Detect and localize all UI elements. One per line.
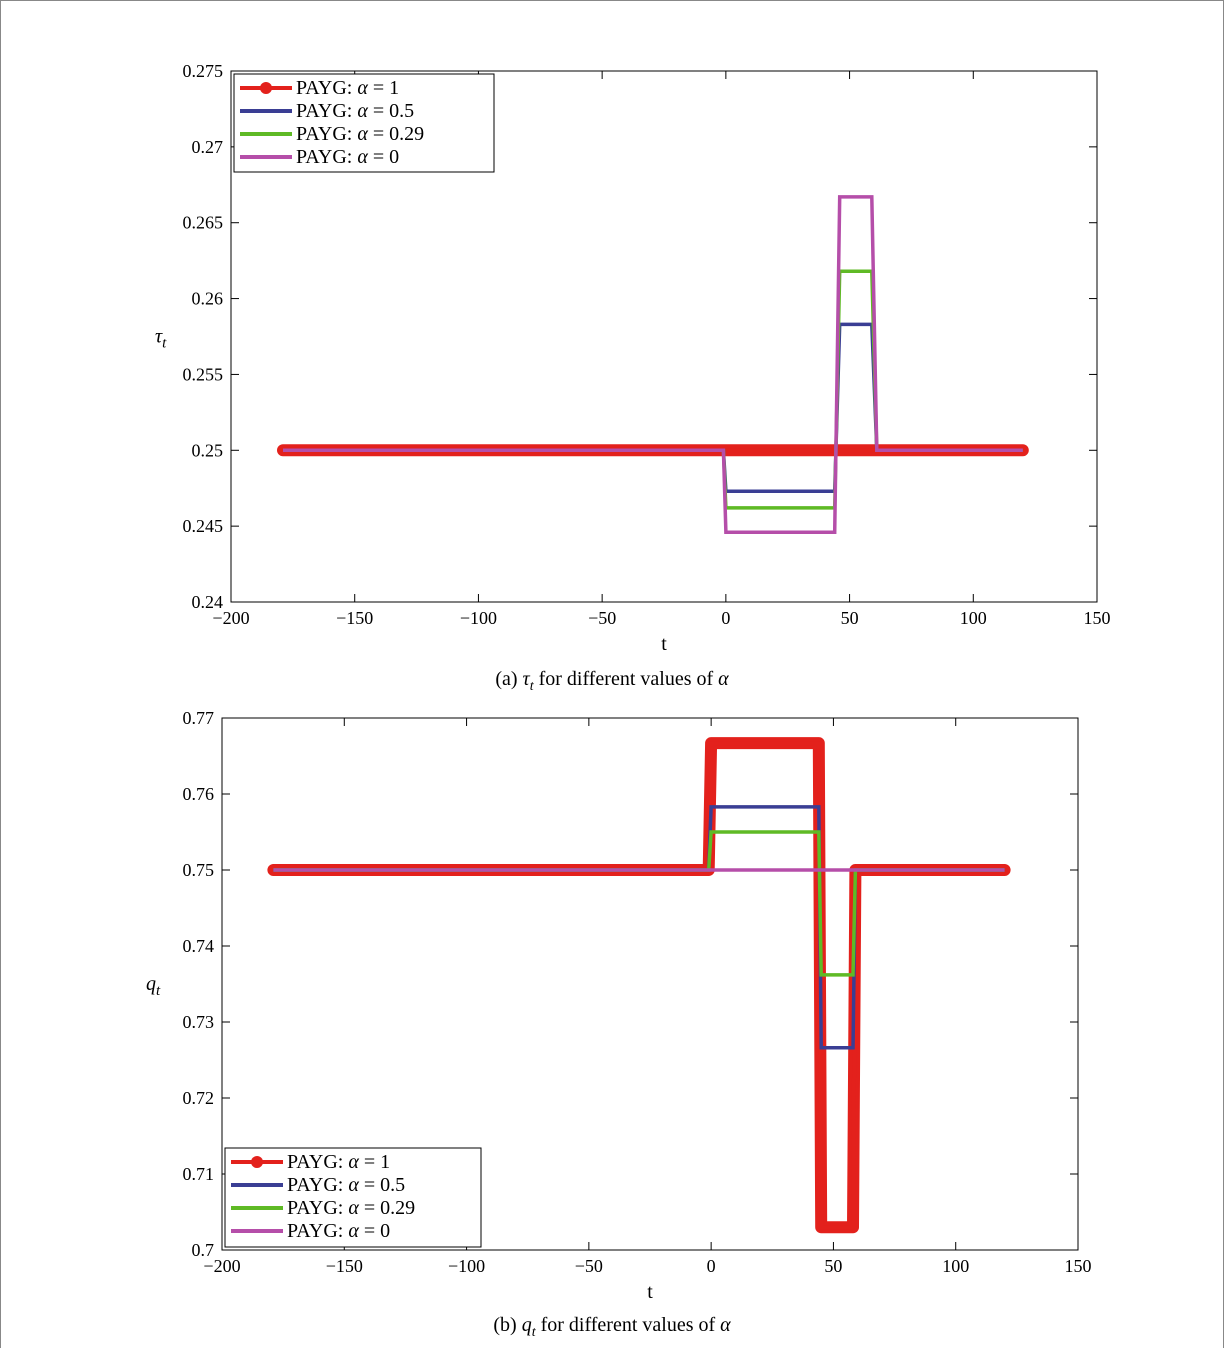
legend-label: PAYG: α = 0.29	[287, 1197, 415, 1219]
x-tick-label: −50	[588, 608, 616, 628]
y-tick-label: 0.26	[192, 289, 224, 309]
x-tick-label: −100	[448, 1256, 485, 1276]
x-tick-label: 50	[841, 608, 859, 628]
legend-label: PAYG: α = 1	[296, 77, 399, 99]
y-tick-label: 0.245	[183, 516, 224, 536]
y-tick-label: 0.275	[183, 61, 224, 81]
legend-label: PAYG: α = 0	[296, 146, 399, 168]
y-tick-label: 0.265	[183, 213, 224, 233]
y-tick-label: 0.25	[192, 440, 224, 460]
legend-label: PAYG: α = 0.5	[287, 1174, 405, 1196]
x-tick-label: 0	[721, 608, 730, 628]
legend-label: PAYG: α = 0.29	[296, 123, 424, 145]
series-line	[283, 195, 1023, 534]
series-line	[273, 830, 1005, 977]
x-tick-label: 50	[824, 1256, 842, 1276]
x-tick-label: 100	[942, 1256, 969, 1276]
x-tick-label: −100	[460, 608, 497, 628]
x-tick-label: −50	[575, 1256, 603, 1276]
x-axis-label: t	[647, 1281, 653, 1303]
y-tick-label: 0.27	[192, 137, 224, 157]
x-tick-label: 0	[707, 1256, 716, 1276]
legend-label: PAYG: α = 1	[287, 1151, 390, 1173]
y-tick-label: 0.77	[183, 708, 215, 728]
legend-label: PAYG: α = 0.5	[296, 100, 414, 122]
y-tick-label: 0.72	[183, 1088, 215, 1108]
x-tick-label: −150	[326, 1256, 363, 1276]
legend-marker	[251, 1156, 263, 1168]
y-tick-label: 0.71	[183, 1164, 215, 1184]
y-axis-label: qt	[146, 973, 161, 999]
y-tick-label: 0.24	[192, 592, 224, 612]
x-axis-label: t	[661, 633, 667, 655]
x-tick-label: −200	[212, 608, 249, 628]
caption-b: (b) qt for different values of α	[493, 1314, 731, 1340]
y-axis-label: τt	[155, 326, 167, 352]
x-tick-label: 150	[1065, 1256, 1092, 1276]
x-tick-label: −150	[336, 608, 373, 628]
legend-label: PAYG: α = 0	[287, 1220, 390, 1242]
x-tick-label: −200	[203, 1256, 240, 1276]
y-tick-label: 0.73	[183, 1012, 215, 1032]
y-tick-label: 0.74	[183, 936, 215, 956]
legend-marker	[260, 82, 272, 94]
caption-a: (a) τt for different values of α	[495, 668, 729, 694]
y-tick-label: 0.76	[183, 784, 215, 804]
x-tick-label: 100	[960, 608, 987, 628]
y-tick-label: 0.75	[183, 860, 215, 880]
x-tick-label: 150	[1084, 608, 1111, 628]
y-tick-label: 0.7	[192, 1240, 215, 1260]
y-tick-label: 0.255	[183, 364, 224, 384]
